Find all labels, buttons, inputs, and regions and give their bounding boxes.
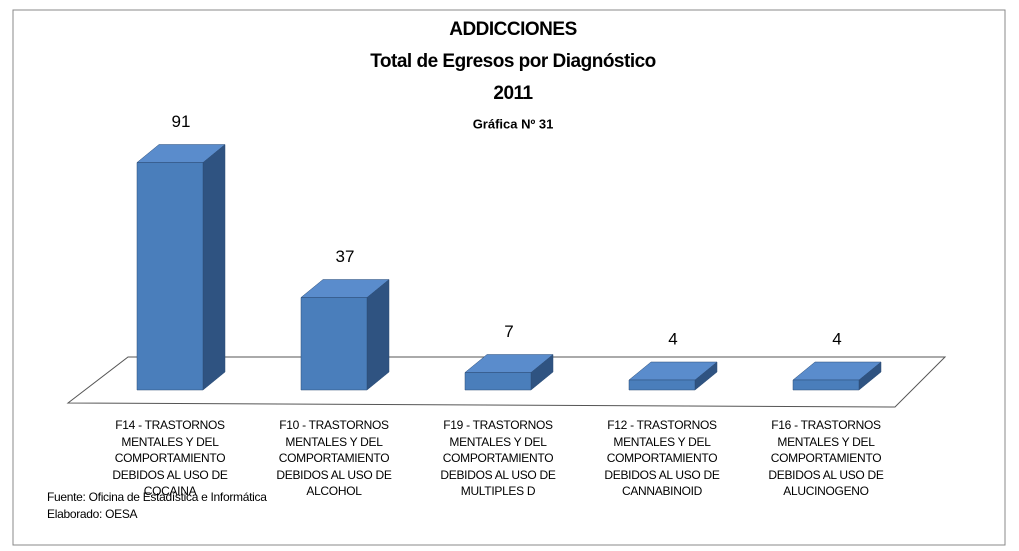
bar-front — [136, 162, 204, 391]
data-label: 4 — [832, 329, 841, 348]
bar-front — [300, 297, 368, 391]
chart-title: 2011 — [493, 83, 533, 104]
bar — [300, 278, 390, 391]
chart-title: Total de Egresos por Diagnóstico — [370, 51, 656, 72]
bar-side — [366, 278, 390, 391]
data-label: 37 — [336, 247, 355, 266]
chart-subtitle: Gráfica Nº 31 — [473, 116, 554, 131]
bar-side — [202, 143, 226, 391]
note: Elaborado: OESA — [47, 507, 138, 521]
data-label: 91 — [172, 112, 191, 131]
data-label: 7 — [504, 322, 513, 341]
bar — [136, 143, 226, 391]
bar-front — [628, 379, 696, 391]
bar-front — [792, 379, 860, 391]
chart-title: ADDICCIONES — [449, 19, 577, 40]
bar-front — [464, 372, 532, 391]
x-tick-label: F14 - TRASTORNOS MENTALES Y DEL COMPORTA… — [112, 418, 228, 498]
bar — [628, 361, 718, 391]
bar — [464, 353, 554, 391]
note: Fuente: Oficina de Estadística e Informá… — [47, 490, 267, 504]
bar — [792, 361, 882, 391]
x-tick-label: F12 - TRASTORNOS MENTALES Y DEL COMPORTA… — [604, 418, 720, 498]
x-tick-label: F16 - TRASTORNOS MENTALES Y DEL COMPORTA… — [768, 418, 884, 498]
x-tick-label: F19 - TRASTORNOS MENTALES Y DEL COMPORTA… — [440, 418, 556, 498]
x-tick-label: F10 - TRASTORNOS MENTALES Y DEL COMPORTA… — [276, 418, 392, 498]
data-label: 4 — [668, 329, 677, 348]
chart-border — [12, 9, 1006, 546]
